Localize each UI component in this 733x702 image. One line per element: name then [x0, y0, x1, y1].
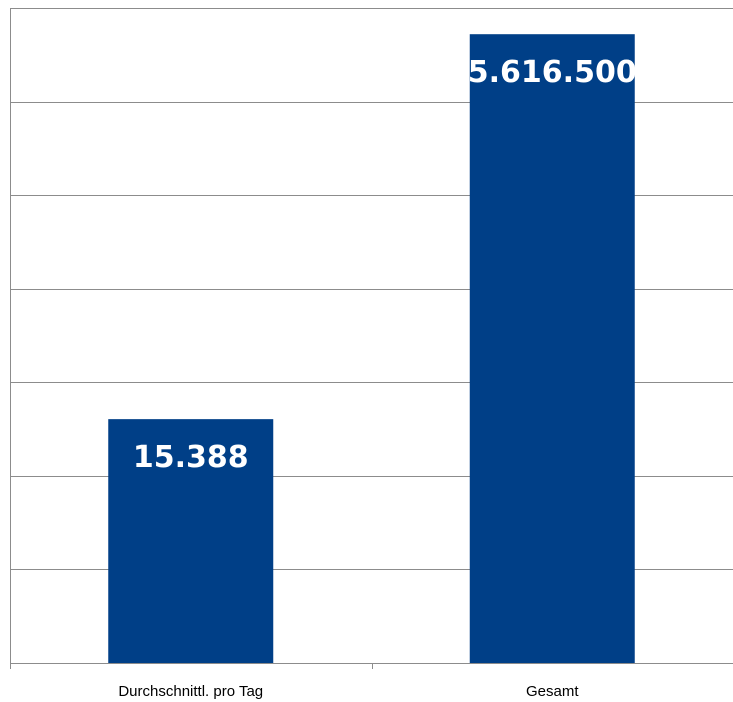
- bar-2: [469, 34, 635, 663]
- category-label-1: Durchschnittl. pro Tag: [118, 683, 263, 700]
- bars: [108, 34, 635, 663]
- data-label-2: 5.616.500: [468, 55, 637, 90]
- category-label-2: Gesamt: [526, 683, 579, 700]
- data-label-1: 15.388: [133, 440, 249, 475]
- value-labels: 15.388 5.616.500: [133, 55, 637, 475]
- category-labels: Durchschnittl. pro Tag Gesamt: [118, 683, 579, 700]
- axes: [10, 8, 373, 669]
- bar-1: [108, 419, 274, 663]
